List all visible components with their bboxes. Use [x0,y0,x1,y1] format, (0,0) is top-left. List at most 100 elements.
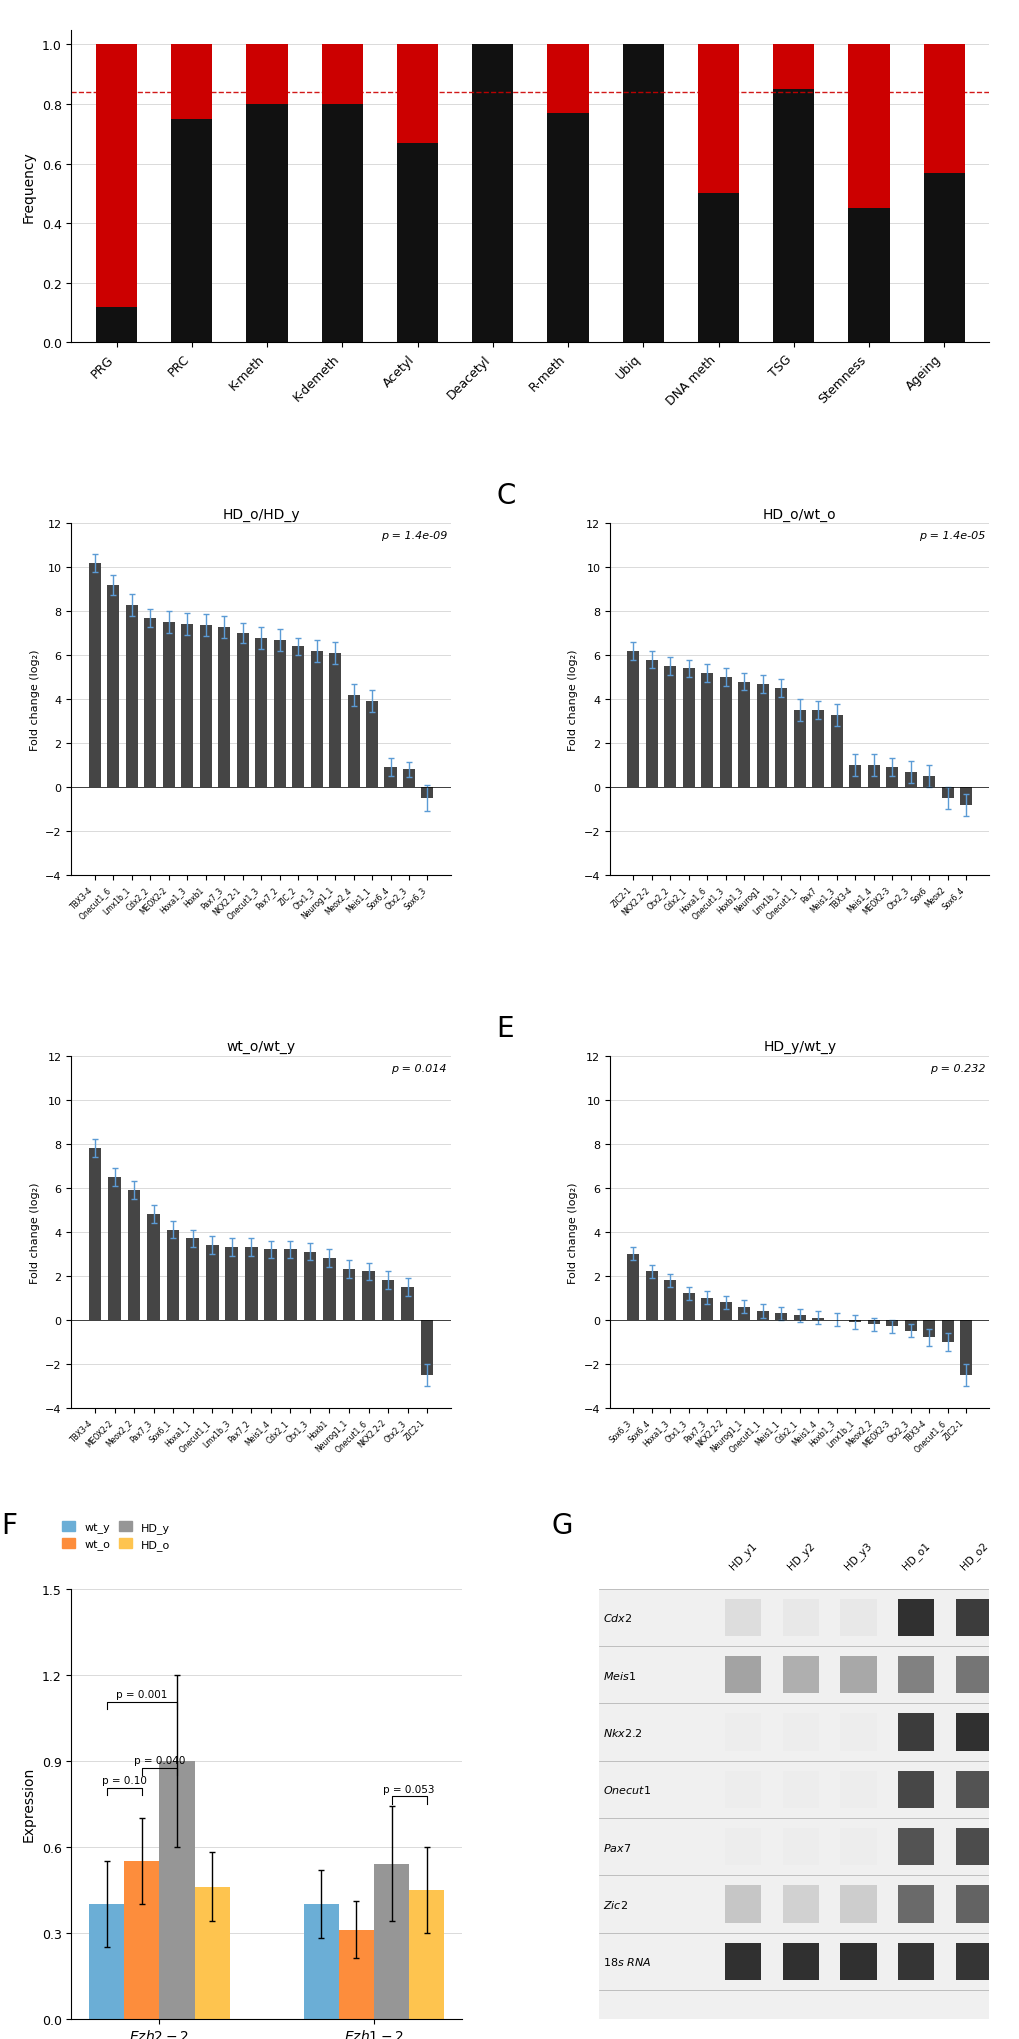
Bar [772,90,813,343]
FancyBboxPatch shape [897,1886,933,1923]
Text: F: F [1,1511,17,1539]
FancyBboxPatch shape [725,1713,760,1752]
Bar [701,1299,712,1319]
Y-axis label: Fold change (log₂): Fold change (log₂) [568,648,578,750]
Text: G: G [551,1511,573,1539]
Bar [225,1248,237,1319]
Y-axis label: Frequency: Frequency [22,151,36,222]
FancyBboxPatch shape [783,1829,818,1866]
Bar [171,45,212,120]
Bar [867,1319,878,1325]
Y-axis label: Expression: Expression [22,1766,36,1841]
Bar [144,618,156,787]
Text: p = 1.4e-09: p = 1.4e-09 [380,530,446,540]
FancyBboxPatch shape [840,1713,875,1752]
Title: HD_o/HD_y: HD_o/HD_y [222,508,300,522]
Bar [697,45,739,194]
Bar [347,695,359,787]
Bar [321,45,363,106]
Bar [96,45,138,308]
FancyBboxPatch shape [783,1943,818,1980]
FancyBboxPatch shape [955,1886,990,1923]
FancyBboxPatch shape [783,1599,818,1635]
Bar [793,712,805,787]
FancyBboxPatch shape [725,1886,760,1923]
Bar [421,1319,433,1374]
Bar [421,787,433,799]
FancyBboxPatch shape [840,1886,875,1923]
Bar [959,1319,971,1374]
Bar [738,1307,750,1319]
Text: p = 0.10: p = 0.10 [102,1776,147,1784]
Bar [89,563,101,787]
Bar [904,773,916,787]
Bar [304,1904,338,2019]
Bar [304,1252,316,1319]
Bar [310,650,322,787]
Bar [218,628,230,787]
FancyBboxPatch shape [725,1656,760,1692]
Bar [849,767,860,787]
Bar [321,106,363,343]
Bar [793,1315,805,1319]
FancyBboxPatch shape [955,1829,990,1866]
FancyBboxPatch shape [783,1713,818,1752]
FancyBboxPatch shape [955,1770,990,1809]
Text: $\it{Cdx2}$: $\it{Cdx2}$ [602,1611,632,1623]
FancyBboxPatch shape [897,1656,933,1692]
Bar [774,1313,787,1319]
Bar [195,1886,229,2019]
Bar [89,1148,101,1319]
Text: $\it{18s\ RNA}$: $\it{18s\ RNA}$ [602,1955,650,1968]
Text: HD_o2: HD_o2 [957,1539,988,1572]
Bar [323,1258,335,1319]
Bar [627,1254,639,1319]
Bar [774,689,787,787]
Text: HD_y2: HD_y2 [785,1539,816,1572]
Bar [329,655,340,787]
FancyBboxPatch shape [840,1656,875,1692]
Bar [107,585,119,787]
FancyBboxPatch shape [725,1599,760,1635]
Bar [396,143,438,343]
Title: HD_y/wt_y: HD_y/wt_y [762,1040,836,1054]
Bar [186,1240,199,1319]
Bar [472,45,513,343]
Bar [206,1246,218,1319]
FancyBboxPatch shape [897,1770,933,1809]
Bar [719,1303,731,1319]
Y-axis label: Fold change (log₂): Fold change (log₂) [30,648,40,750]
Bar [829,716,842,787]
Bar [283,1250,297,1319]
Bar [941,1319,953,1342]
Bar [409,1890,444,2019]
Title: HD_o/wt_o: HD_o/wt_o [762,508,836,522]
Text: $\it{Onecut1}$: $\it{Onecut1}$ [602,1784,650,1796]
FancyBboxPatch shape [840,1770,875,1809]
Bar [291,646,304,787]
Bar [627,650,639,787]
Text: E: E [496,1013,514,1042]
Bar [247,106,287,343]
Bar [96,308,138,343]
FancyBboxPatch shape [897,1713,933,1752]
Bar [701,673,712,787]
Bar [124,1862,159,2019]
Text: $\it{Meis1}$: $\it{Meis1}$ [602,1668,635,1680]
Bar [108,1177,121,1319]
Bar [738,683,750,787]
Bar [338,1929,374,2019]
Bar [181,626,193,787]
Bar [342,1270,355,1319]
Bar [811,1317,823,1319]
FancyBboxPatch shape [897,1599,933,1635]
Text: $\it{Pax7}$: $\it{Pax7}$ [602,1841,631,1853]
Bar [756,685,768,787]
FancyBboxPatch shape [840,1943,875,1980]
Text: p = 0.232: p = 0.232 [929,1064,984,1073]
FancyBboxPatch shape [840,1829,875,1866]
Text: p = 0.040: p = 0.040 [133,1756,184,1766]
FancyBboxPatch shape [955,1713,990,1752]
Bar [167,1230,179,1319]
Bar [127,1191,141,1319]
